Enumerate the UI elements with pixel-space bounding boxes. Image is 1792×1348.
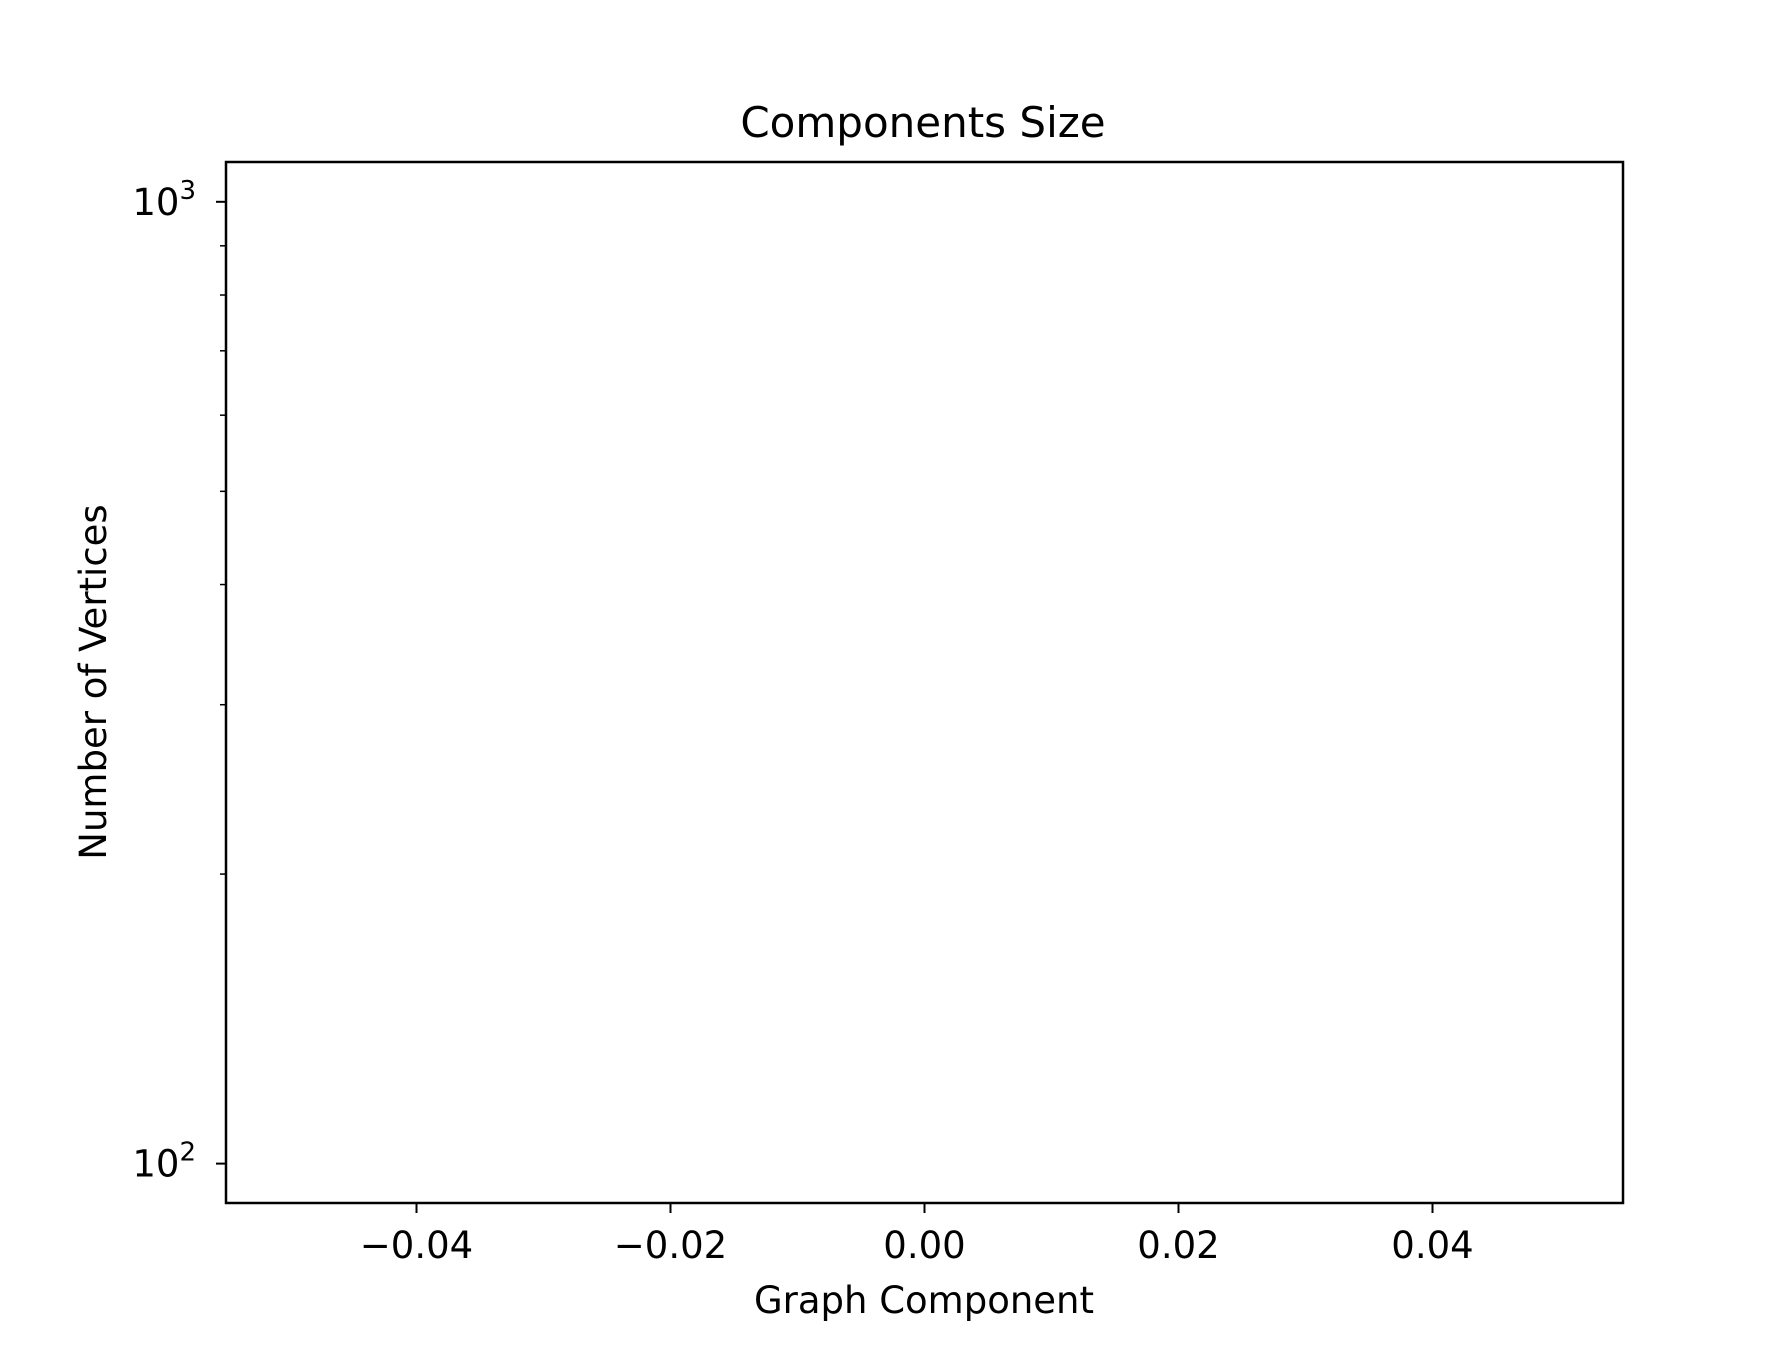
plot-area — [224, 160, 1625, 1205]
x-axis: −0.04 −0.02 0.00 0.02 0.04 — [360, 1203, 1474, 1267]
x-axis-label: Graph Component — [754, 1279, 1094, 1322]
y-axis-label: Number of Vertices — [72, 504, 115, 859]
y-tick-label-exponent: 3 — [179, 176, 196, 206]
x-tick-label: 0.02 — [1137, 1224, 1219, 1267]
x-tick-label: −0.02 — [614, 1224, 727, 1267]
x-tick-label: 0.04 — [1391, 1224, 1473, 1267]
y-tick-label: 103 — [132, 176, 196, 224]
x-tick-label: −0.04 — [360, 1224, 473, 1267]
y-tick-label-base: 10 — [132, 1143, 179, 1186]
y-tick-label-base: 10 — [132, 181, 179, 224]
y-tick-label: 102 — [132, 1138, 196, 1186]
chart-title: Components Size — [740, 98, 1105, 147]
y-tick-label-exponent: 2 — [179, 1138, 196, 1168]
x-tick-label: 0.00 — [883, 1224, 965, 1267]
